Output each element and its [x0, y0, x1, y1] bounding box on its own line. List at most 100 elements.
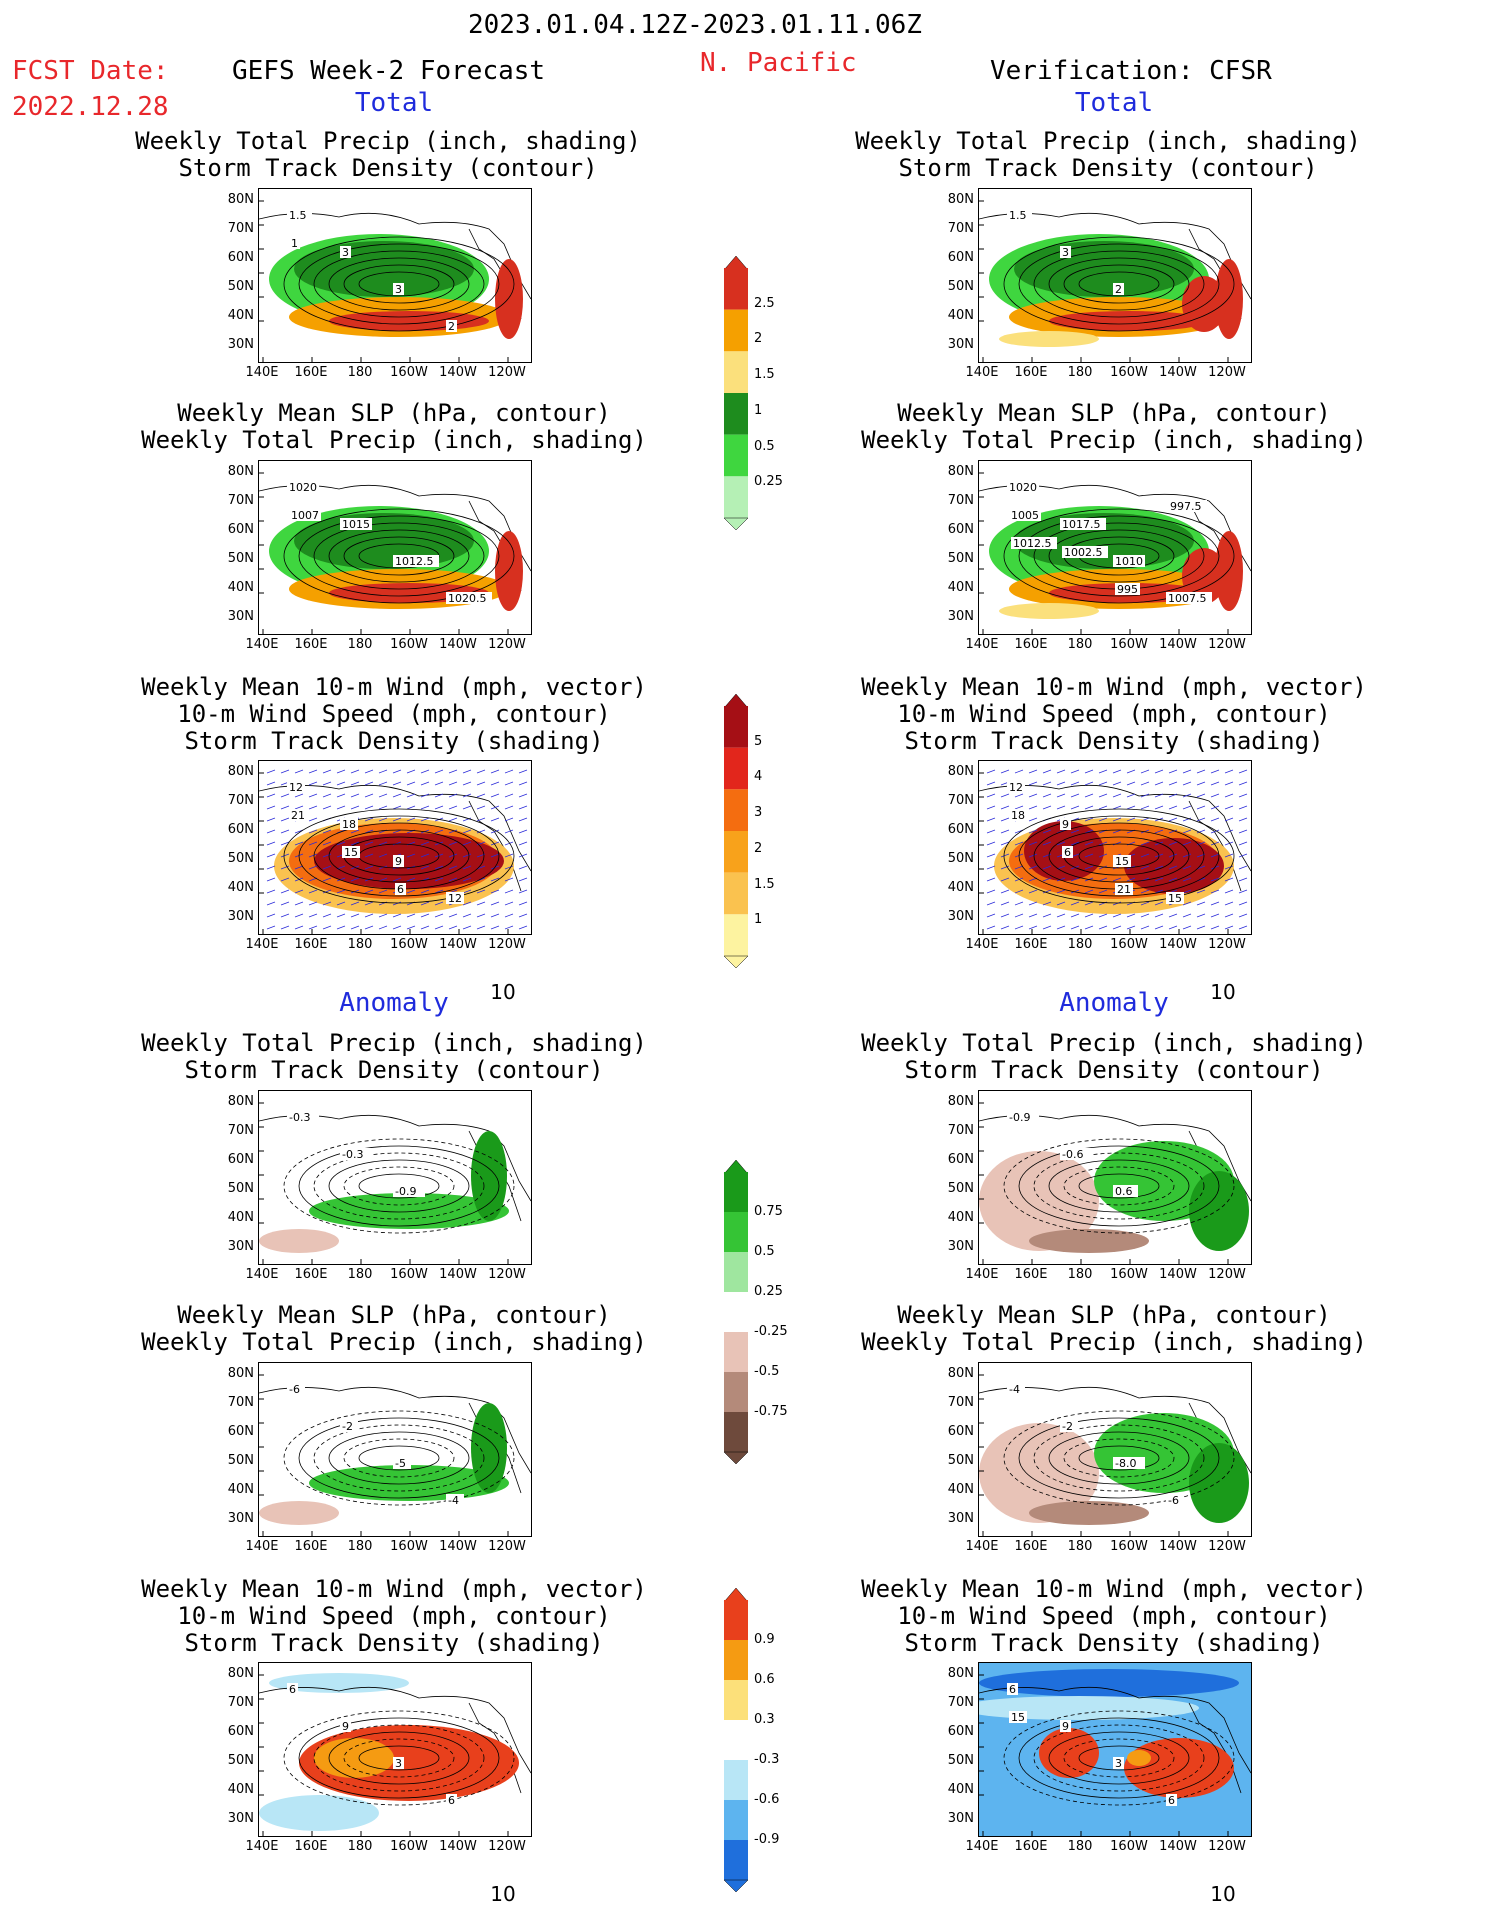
wind-vector	[1098, 781, 1108, 786]
lat-tick-label: 70N	[227, 493, 254, 508]
wind-vector	[1154, 877, 1164, 882]
wind-vector	[1210, 769, 1220, 774]
contour-line	[343, 1738, 455, 1778]
wind-vector	[518, 925, 528, 930]
contour-label: 2	[448, 320, 455, 333]
wind-vector	[1000, 805, 1010, 810]
wind-vector	[280, 877, 290, 882]
wind-vector	[1014, 805, 1024, 810]
wind-vector	[1238, 901, 1248, 906]
wind-vector	[434, 913, 444, 918]
contour-label: -0.9	[395, 1185, 416, 1198]
contour-label: 18	[1011, 809, 1025, 822]
contour-line	[343, 536, 455, 576]
wind-vector	[448, 865, 458, 870]
wind-vector	[294, 901, 304, 906]
contour-label-bg	[1011, 537, 1057, 549]
wind-vector	[1070, 889, 1080, 894]
wind-vector	[322, 769, 332, 774]
wind-vector	[322, 901, 332, 906]
lon-tick-label: 140W	[1159, 937, 1197, 952]
wind-vector	[350, 769, 360, 774]
precip-anomaly-shading	[259, 1229, 339, 1253]
wind-vector	[1168, 781, 1178, 786]
contour-line	[358, 271, 440, 297]
lat-tick-label: 30N	[227, 609, 254, 624]
lon-tick-label: 140W	[439, 365, 477, 380]
wind-vector	[1014, 793, 1024, 798]
wind-vector	[1084, 769, 1094, 774]
lat-tick-label: 70N	[227, 793, 254, 808]
contour-line	[313, 1424, 485, 1492]
wind-vector	[1056, 901, 1066, 906]
wind-vector	[1210, 781, 1220, 786]
map-panel-l4: -0.3 -0.3 -0.9	[258, 1090, 532, 1265]
colorbar-segment	[724, 268, 748, 310]
colorbar-tick-label: 0.6	[754, 1672, 775, 1687]
wind-vector	[378, 865, 388, 870]
wind-vector	[406, 877, 416, 882]
colorbar-tick-label: 4	[754, 769, 763, 785]
wind-vector	[1042, 853, 1052, 858]
contour-line	[283, 808, 515, 904]
lat-tick-label: 50N	[947, 1453, 974, 1468]
contour-label-bg	[1007, 1683, 1018, 1695]
lon-tick-label: 160W	[1110, 637, 1148, 652]
wind-vector	[490, 793, 500, 798]
wind-vector	[1224, 865, 1234, 870]
wind-vector	[986, 913, 996, 918]
contour-label-bg	[1166, 592, 1212, 604]
lon-tick-label: 120W	[1208, 1839, 1246, 1854]
wind-vector	[266, 805, 276, 810]
colorbar-bottom-tip	[723, 517, 749, 531]
wind-vector	[434, 901, 444, 906]
wind-vector	[1182, 925, 1192, 930]
wind-vector	[504, 769, 514, 774]
lat-tick-label: 80N	[227, 464, 254, 479]
contour-line	[1003, 508, 1235, 604]
lat-tick-label: 60N	[227, 1152, 254, 1167]
lat-tick-label: 30N	[227, 1811, 254, 1826]
wind-vector	[1098, 817, 1108, 822]
contour-line	[298, 815, 500, 897]
contour-label-bg	[340, 1720, 351, 1732]
lon-tick-label: 180	[347, 637, 373, 652]
wind-vector	[1224, 841, 1234, 846]
panel-title: Weekly Total Precip (inch, shading) Stor…	[141, 1029, 647, 1084]
wind-vector	[1112, 913, 1122, 918]
contour-line	[1018, 1417, 1220, 1499]
lat-tick-label: 50N	[227, 1753, 254, 1768]
section-total-left: Total	[354, 88, 434, 118]
vector-reference-label: 10	[490, 980, 516, 1004]
lat-tick-label: 30N	[227, 1511, 254, 1526]
wind-vector	[986, 925, 996, 930]
colorbar-anom-precip	[723, 1159, 749, 1465]
wind-vector	[1154, 889, 1164, 894]
wind-vector	[986, 805, 996, 810]
map-panel-r3: 12 9 15 15 18 6 21	[978, 760, 1252, 935]
wind-vector	[1042, 877, 1052, 882]
contour-label: -0.9	[1009, 1111, 1030, 1124]
wind-vector	[392, 841, 402, 846]
contour-label-bg	[1113, 1757, 1124, 1769]
wind-vector	[448, 805, 458, 810]
panel-title: Weekly Total Precip (inch, shading) Stor…	[861, 1029, 1367, 1084]
wind-vector	[1140, 925, 1150, 930]
wind-vector	[1238, 913, 1248, 918]
lat-tick-label: 80N	[227, 1666, 254, 1681]
wind-vector	[1000, 901, 1010, 906]
contour-label-bg	[393, 1185, 425, 1197]
wind-vector	[406, 781, 416, 786]
contour-label: -8.0	[1115, 1457, 1136, 1470]
wind-vector	[1210, 853, 1220, 858]
wind-vector	[420, 781, 430, 786]
wind-vector	[476, 841, 486, 846]
wind-vector	[462, 829, 472, 834]
contour-line	[1063, 264, 1175, 304]
wind-vector	[350, 925, 360, 930]
wind-vector	[504, 853, 514, 858]
contour-label: -5	[395, 1457, 406, 1470]
lat-tick-label: 80N	[227, 764, 254, 779]
lon-tick-label: 160E	[1014, 1839, 1048, 1854]
lon-tick-label: 120W	[488, 1267, 526, 1282]
